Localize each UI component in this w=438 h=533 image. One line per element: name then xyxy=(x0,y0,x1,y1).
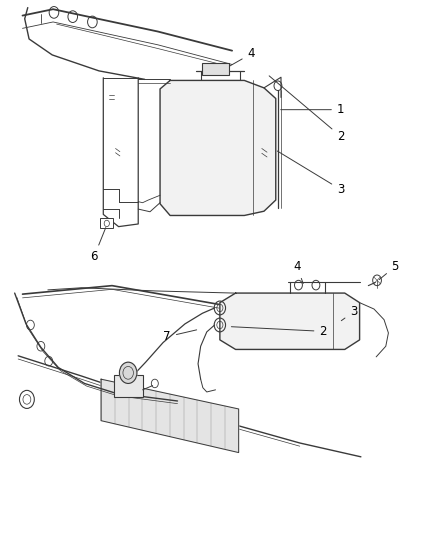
Polygon shape xyxy=(101,379,239,453)
Text: 4: 4 xyxy=(223,47,255,69)
FancyBboxPatch shape xyxy=(100,218,113,228)
Polygon shape xyxy=(220,293,360,350)
Text: 3: 3 xyxy=(341,305,357,321)
Text: 7: 7 xyxy=(163,330,197,343)
FancyBboxPatch shape xyxy=(201,63,229,75)
Text: 6: 6 xyxy=(90,228,106,263)
Circle shape xyxy=(120,362,137,383)
Text: 2: 2 xyxy=(231,325,327,338)
Text: 1: 1 xyxy=(281,103,344,116)
FancyBboxPatch shape xyxy=(114,375,143,397)
Polygon shape xyxy=(160,80,276,215)
Text: 3: 3 xyxy=(277,151,344,196)
Text: 5: 5 xyxy=(379,260,399,280)
Text: 4: 4 xyxy=(293,260,303,284)
Text: 2: 2 xyxy=(269,76,344,143)
